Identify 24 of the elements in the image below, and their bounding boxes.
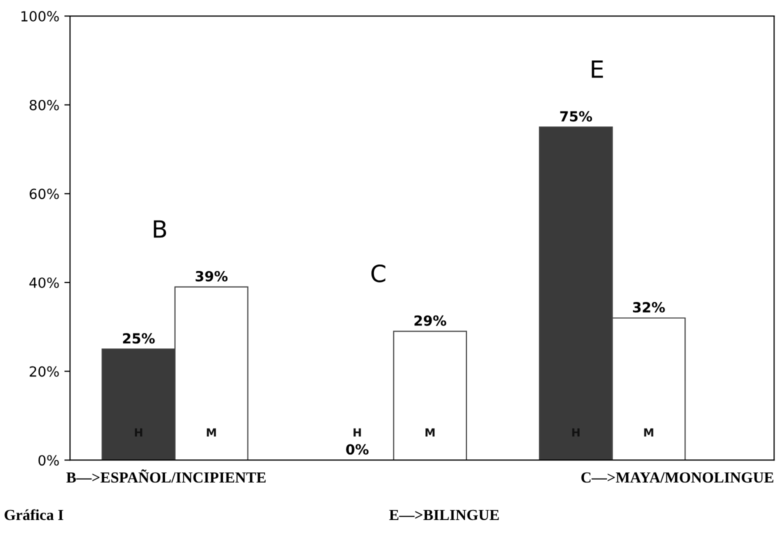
text: 32% xyxy=(633,302,665,313)
y-tick-label: 40% xyxy=(29,277,59,288)
x-tick-label: E xyxy=(592,60,603,78)
text: B—>ESPAÑOL/INCIPIENTE xyxy=(66,469,266,483)
text: 0% xyxy=(346,444,369,455)
text: M xyxy=(644,428,654,437)
text: 75% xyxy=(560,111,592,122)
y-tick-label: 60% xyxy=(30,188,59,200)
x-tick-label: B xyxy=(154,220,166,238)
x-tick-label: C xyxy=(371,264,386,282)
series-label: M xyxy=(206,428,216,437)
text: 29% xyxy=(414,315,446,326)
y-tick-label: 100% xyxy=(21,11,59,22)
text: H xyxy=(354,428,361,437)
bar xyxy=(393,330,468,460)
y-tick-label: 20% xyxy=(30,366,59,377)
y-tick-label: 0% xyxy=(38,455,59,466)
text: 25% xyxy=(123,333,155,344)
text: 39% xyxy=(196,270,228,282)
text: M xyxy=(426,428,435,437)
text: E—>BILINGUE xyxy=(389,510,499,520)
text: C—>MAYA/MONOLINGUE xyxy=(581,472,774,483)
y-tick-label: 80% xyxy=(30,100,59,110)
text: Gráfica I xyxy=(4,509,64,520)
